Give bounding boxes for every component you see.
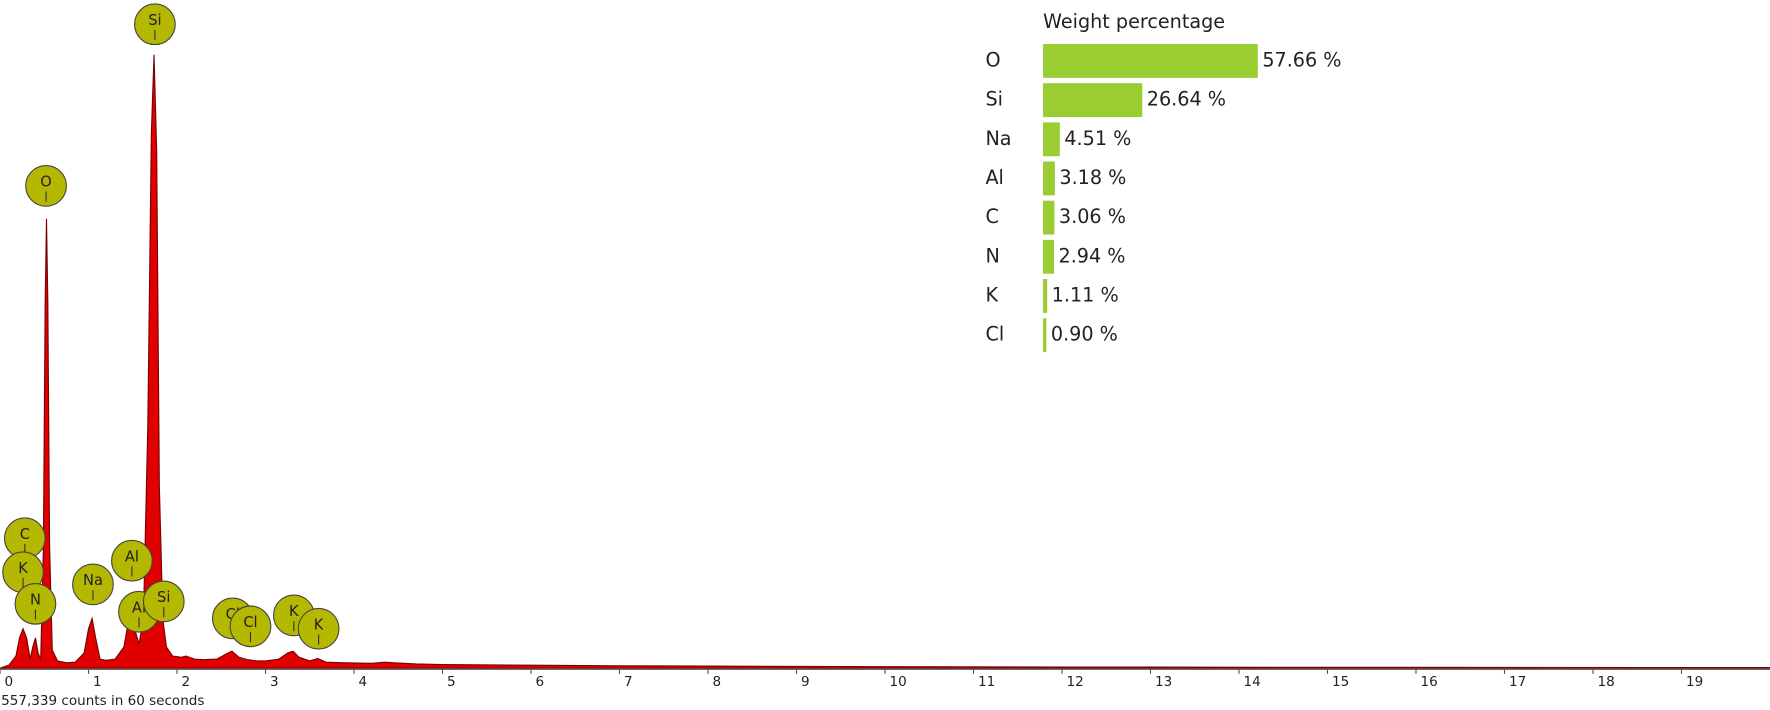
x-tick-label: 16	[1420, 674, 1437, 690]
x-tick-label: 10	[890, 674, 907, 690]
x-tick-label: 4	[359, 674, 368, 690]
counts-caption: 557,339 counts in 60 seconds	[1, 693, 204, 709]
bar-value-label: 57.66 %	[1262, 48, 1341, 71]
bar	[1043, 122, 1060, 157]
marker-label: K	[314, 616, 324, 633]
bar-title: Weight percentage	[1043, 10, 1225, 33]
element-marker	[25, 165, 67, 207]
bar	[1043, 200, 1055, 235]
bar-category: Al	[985, 166, 1003, 189]
marker-label: O	[40, 174, 52, 191]
x-tick-label: 6	[536, 674, 545, 690]
marker-label: Si	[148, 12, 161, 29]
element-marker	[297, 607, 340, 650]
element-marker	[111, 539, 153, 582]
marker-label: K	[289, 603, 299, 620]
spectrum-area	[0, 54, 1770, 669]
x-tick-label: 2	[182, 674, 191, 690]
marker-label: Cl	[243, 614, 257, 631]
marker-label: K	[18, 560, 28, 577]
element-marker	[72, 563, 114, 606]
marker-label: Si	[157, 589, 170, 606]
bar-value-label: 26.64 %	[1147, 88, 1226, 111]
x-tick-label: 12	[1067, 674, 1084, 690]
bar-category: C	[985, 205, 998, 228]
x-tick-label: 9	[801, 674, 810, 690]
bar-category: O	[985, 48, 1000, 71]
x-tick-label: 18	[1597, 674, 1614, 690]
x-tick-label: 14	[1243, 674, 1260, 690]
bar	[1043, 83, 1143, 118]
bar-category: Cl	[985, 323, 1004, 346]
x-tick-label: 19	[1686, 674, 1703, 690]
x-tick-label: 5	[447, 674, 456, 690]
marker-label: N	[30, 591, 41, 608]
bar	[1043, 279, 1048, 313]
bar-value-label: 3.18 %	[1059, 166, 1126, 189]
element-marker	[14, 582, 57, 625]
bar-category: Na	[985, 127, 1011, 150]
x-tick-label: 17	[1509, 674, 1526, 690]
marker-label: Al	[132, 599, 146, 616]
bar-value-label: 3.06 %	[1059, 205, 1126, 228]
x-tick-label: 11	[978, 674, 995, 690]
x-tick-label: 0	[5, 674, 14, 690]
x-tick-label: 8	[713, 674, 722, 690]
bar	[1043, 318, 1047, 353]
bar	[1043, 239, 1054, 274]
bar-category: Si	[985, 88, 1003, 111]
bar	[1043, 161, 1055, 196]
x-tick-label: 3	[270, 674, 279, 690]
element-marker	[229, 605, 272, 648]
element-marker	[134, 3, 176, 46]
x-tick-label: 15	[1332, 674, 1349, 690]
marker-label: Na	[83, 572, 103, 589]
marker-label: C	[20, 526, 30, 543]
bar-value-label: 1.11 %	[1052, 283, 1119, 306]
bar-category: K	[985, 283, 998, 306]
bar	[1043, 44, 1258, 78]
bar-value-label: 4.51 %	[1064, 127, 1131, 150]
bar-value-label: 0.90 %	[1051, 323, 1118, 346]
x-tick-label: 1	[93, 674, 102, 690]
bar-value-label: 2.94 %	[1058, 244, 1125, 267]
x-tick-label: 13	[1155, 674, 1172, 690]
element-marker	[142, 580, 185, 623]
bar-category: N	[985, 244, 999, 267]
marker-label: Al	[125, 548, 139, 565]
x-tick-label: 7	[624, 674, 633, 690]
